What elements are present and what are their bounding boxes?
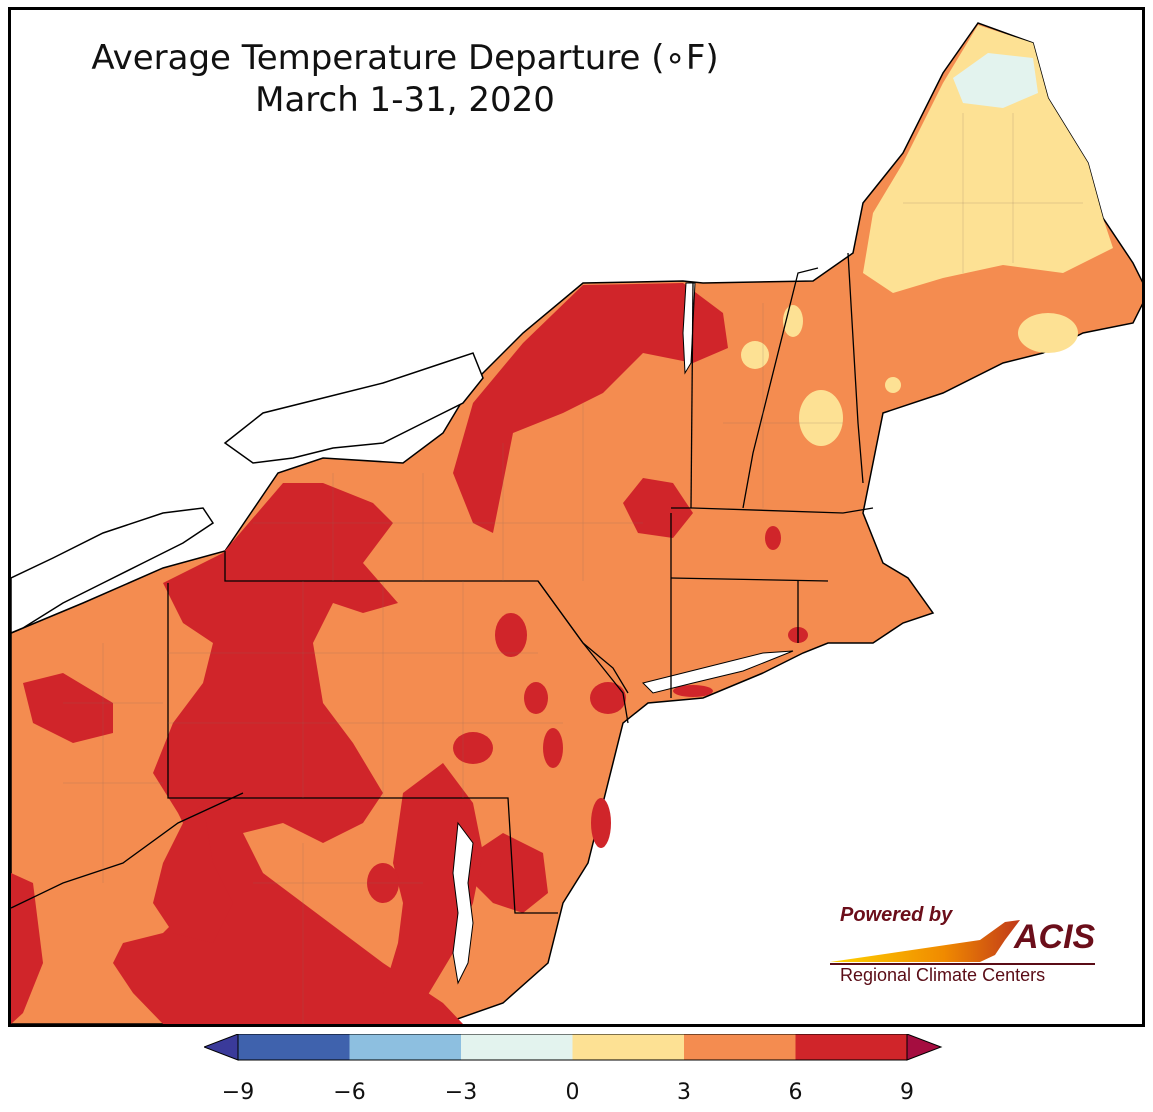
cool-patch-vt: [741, 341, 769, 369]
chesapeake-bay: [452, 821, 474, 985]
colorbar-band: [238, 1034, 350, 1060]
warm-patch-nj-coast: [591, 798, 611, 848]
acis-logo-graphic: [830, 920, 1095, 965]
warm-patch-ma: [765, 526, 781, 550]
warm-area-north-ny: [453, 283, 728, 533]
colorbar-tick-label: 3: [677, 1080, 691, 1105]
warm-patch-md: [367, 863, 399, 903]
colorbar-band: [795, 1034, 907, 1060]
colorbar-band: [572, 1034, 684, 1060]
state-borders: [11, 252, 874, 914]
warm-patch-pa-se: [524, 682, 548, 714]
colorbar-outline: [237, 1034, 908, 1061]
county-borders: [63, 113, 1083, 1024]
cool-patch-me2: [885, 377, 901, 393]
acis-powered-by-text: Powered by: [840, 904, 953, 926]
warm-area-sw: [11, 873, 43, 1024]
cool-patch-me-coast: [1018, 313, 1078, 353]
colorbar-extend-high: [906, 1034, 943, 1061]
warm-patch-li: [673, 685, 713, 697]
warm-area-west-edge: [23, 673, 113, 743]
colorbar-tick-label: −6: [333, 1080, 366, 1105]
colorbar-tick-label: −9: [221, 1080, 255, 1105]
colorbar-tick-label: 9: [900, 1080, 914, 1105]
warm-patch-pa-ne: [495, 613, 527, 657]
warm-patch-nj: [590, 682, 626, 714]
colorbar-band: [684, 1034, 796, 1060]
colorbar-extend-low: [204, 1034, 239, 1061]
colorbar-band: [461, 1034, 573, 1060]
cool-patch-nh: [799, 390, 843, 446]
temperature-departure-map: [11, 22, 1142, 1024]
warm-patch-de: [543, 728, 563, 768]
lake-champlain: [682, 282, 696, 375]
acis-logo-text: ACIS: [1014, 918, 1096, 956]
warm-area-south-va: [153, 803, 233, 943]
warm-area-delmarva: [473, 833, 548, 913]
colorbar: [204, 1034, 943, 1061]
warm-patch-pa-s: [453, 732, 493, 764]
warm-area-central-ny: [623, 478, 693, 538]
colorbar-tick-label: −3: [444, 1080, 478, 1105]
lake-ontario: [223, 352, 484, 464]
lake-erie: [11, 507, 215, 634]
maine-cool-area: [863, 25, 1113, 293]
map-title: Average Temperature Departure (∘F): [91, 38, 719, 78]
colorbar-tick-label: 6: [788, 1080, 803, 1105]
map-frame: [8, 7, 1145, 1027]
acis-subtitle-text: Regional Climate Centers: [840, 965, 1046, 985]
map-subtitle-date: March 1-31, 2020: [255, 80, 555, 120]
colorbar-band: [349, 1034, 461, 1060]
long-island-sound: [642, 650, 794, 694]
colorbar-tick-label: 0: [565, 1080, 580, 1105]
maine-near-normal-area: [953, 53, 1038, 108]
